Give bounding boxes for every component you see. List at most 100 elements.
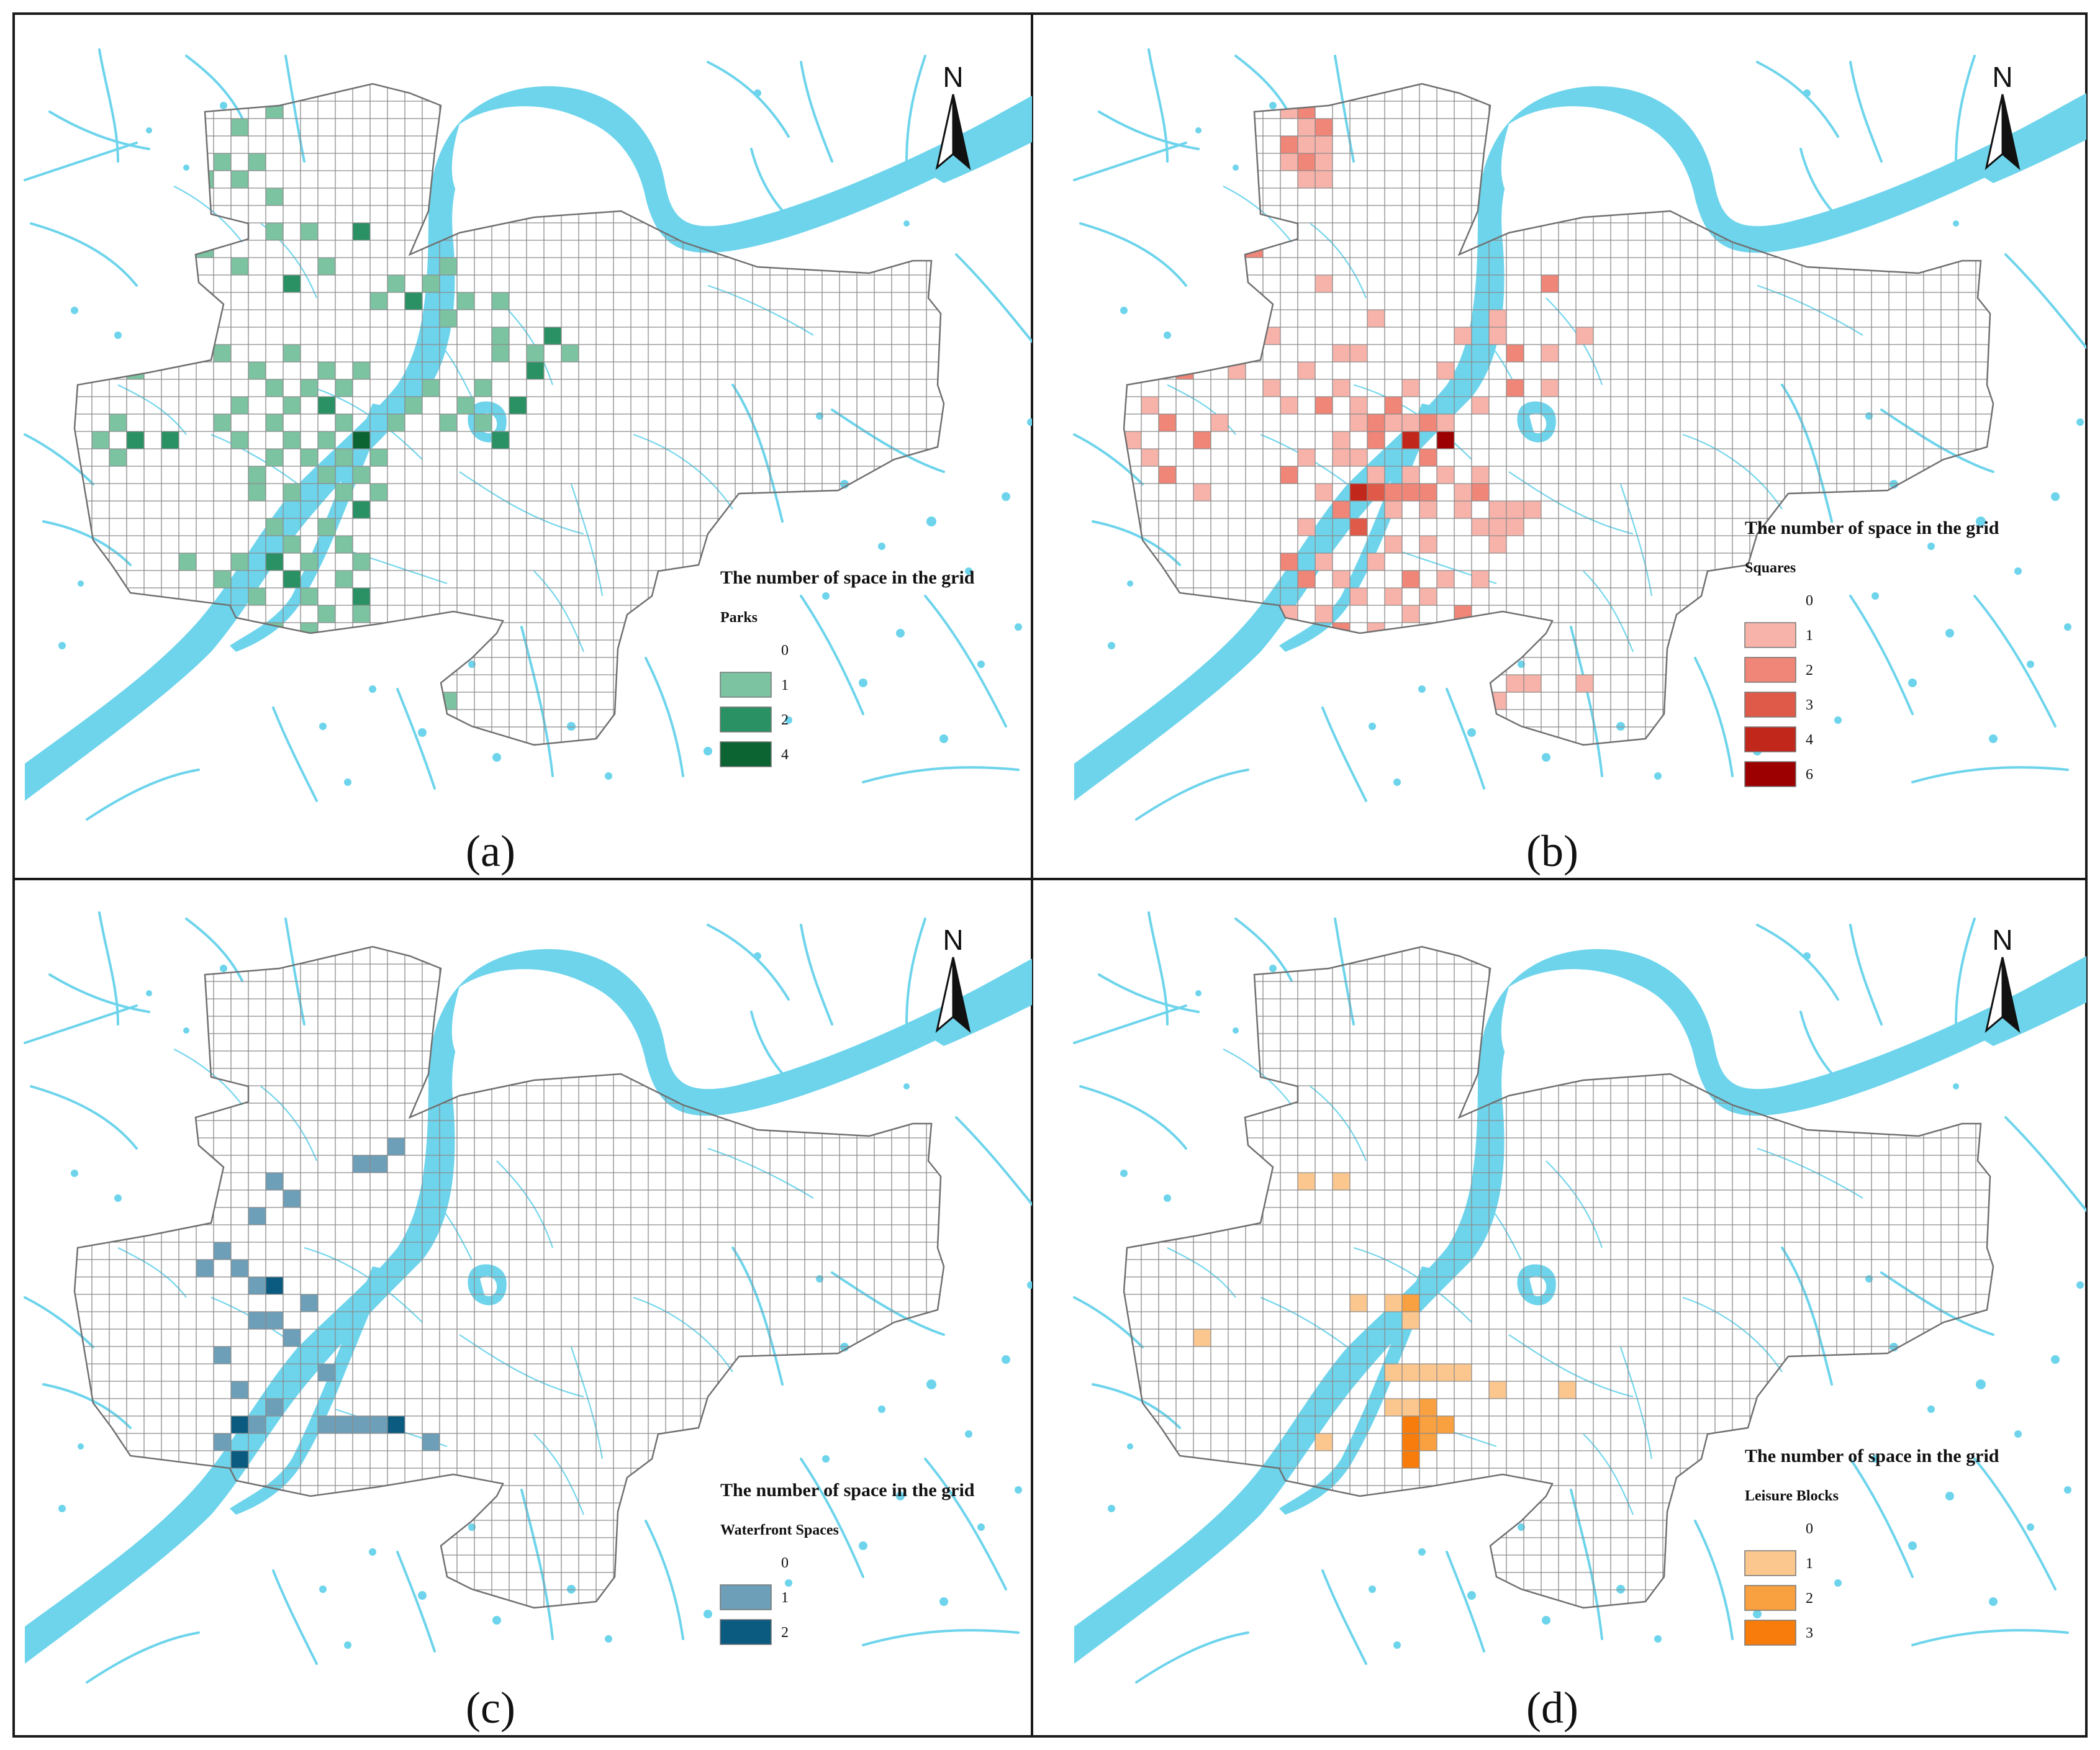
grid-cell-count-1 <box>422 379 440 397</box>
grid-cell-count-1 <box>283 397 301 414</box>
legend-value: 1 <box>1806 1556 1813 1572</box>
grid-cell-count-1 <box>1489 327 1506 345</box>
grid-cell-count-1 <box>1298 136 1315 153</box>
grid-cell-count-1 <box>266 188 283 205</box>
grid-cell-count-1 <box>1472 466 1489 484</box>
grid-cell-count-1 <box>318 1416 335 1433</box>
map-a <box>24 48 1032 821</box>
grid-cell-count-1 <box>1298 1173 1315 1190</box>
grid-cell-count-1 <box>266 101 283 119</box>
grid-cell-count-1 <box>1489 744 1506 745</box>
grid-cell-count-1 <box>387 710 405 727</box>
legend-value: 2 <box>781 712 789 728</box>
grid-cell-count-1 <box>335 449 353 466</box>
map-b <box>1073 48 2086 821</box>
grid-cell-count-1 <box>422 1433 440 1451</box>
legend-swatch <box>1744 761 1796 787</box>
grid-cell-count-2 <box>283 275 301 292</box>
grid-cell-count-1 <box>1437 414 1454 431</box>
legend-value: 0 <box>781 643 789 659</box>
grid-cell-count-1 <box>1385 536 1402 553</box>
grid-cell-count-1 <box>161 605 179 623</box>
grid-cell-count-1 <box>248 362 266 379</box>
north-arrow-icon: N <box>935 924 971 1034</box>
grid-cell-count-1 <box>1280 397 1298 414</box>
grid-cell-count-2 <box>1454 605 1472 623</box>
water-basemap <box>1073 911 2086 1684</box>
legend-d: The number of space in the grid Leisure B… <box>1744 1446 1999 1646</box>
grid-cell-count-1 <box>301 588 318 605</box>
grid-cell-count-1 <box>440 414 457 431</box>
grid-cell-count-2 <box>1315 397 1333 414</box>
grid-cell-count-1 <box>231 1381 248 1399</box>
grid-cell-count-1 <box>1333 431 1350 449</box>
grid-cell-count-2 <box>1159 466 1176 484</box>
grid-cell-count-1 <box>144 327 161 345</box>
grid-cell-count-2 <box>1402 1294 1419 1312</box>
grid-cell-count-1 <box>1576 327 1593 345</box>
grid-cell-count-1 <box>1419 536 1437 553</box>
grid-cell-count-1 <box>266 1312 283 1329</box>
grid-cell-count-1 <box>387 275 405 292</box>
grid-cell-count-1 <box>1315 171 1333 188</box>
grid-cell-count-1 <box>92 431 109 449</box>
north-label: N <box>1992 924 2012 956</box>
grid-cell-count-4 <box>1350 484 1367 501</box>
grid-cell-count-1 <box>353 1155 370 1173</box>
grid-cell-count-1 <box>214 1242 231 1260</box>
grid-cell-count-1 <box>283 640 301 657</box>
grid-cell-count-1 <box>1315 1433 1333 1451</box>
grid-cell-count-1 <box>1506 675 1524 692</box>
grid-cell-count-2 <box>1385 484 1402 501</box>
grid-cell-count-1 <box>370 484 387 501</box>
grid-cell-count-1 <box>1315 484 1333 501</box>
grid-cell-count-3 <box>1367 484 1385 501</box>
grid-cell-count-1 <box>1298 362 1315 379</box>
grid-cell-count-1 <box>1333 345 1350 362</box>
grid-cell-count-2 <box>1419 1416 1437 1433</box>
legend-swatch <box>1744 622 1796 648</box>
grid-cell-count-1 <box>1489 692 1506 710</box>
water-basemap <box>24 911 1032 1684</box>
legend-value: 0 <box>1806 1521 1813 1537</box>
grid-cell-count-2 <box>266 1277 283 1294</box>
legend-category: Leisure Blocks <box>1745 1488 1839 1504</box>
grid-cell-count-1 <box>1333 379 1350 397</box>
legend-swatch <box>1744 1550 1796 1576</box>
grid-cell-count-1 <box>335 1416 353 1433</box>
legend-swatch <box>1744 692 1796 718</box>
grid-cell-count-1 <box>266 449 283 466</box>
grid-cell-count-2 <box>405 292 422 310</box>
grid-cell-count-1 <box>387 414 405 431</box>
grid-cell-count-1 <box>1402 466 1419 484</box>
grid-cell-count-1 <box>1333 449 1350 466</box>
grid-cell-count-1 <box>1350 414 1367 431</box>
grid-cell-count-1 <box>266 379 283 397</box>
legend-b: The number of space in the grid Squares 0 1… <box>1744 518 1999 787</box>
grid-cell-count-1 <box>266 1173 283 1190</box>
grid-cell-count-1 <box>353 466 370 484</box>
grid-cell-count-1 <box>335 1520 353 1538</box>
legend-value: 3 <box>1806 697 1813 713</box>
grid-cell-count-1 <box>248 1416 266 1433</box>
grid-cell-count-2 <box>1541 275 1559 292</box>
grid-cell-count-1 <box>370 292 387 310</box>
legend-value: 2 <box>781 1625 789 1641</box>
legend-swatch <box>1744 1585 1796 1611</box>
grid-cell-count-1 <box>1350 345 1367 362</box>
legend-swatch <box>1744 1620 1796 1646</box>
panel-caption-c: (c) <box>466 1683 515 1733</box>
grid-cell-count-1 <box>353 779 370 796</box>
grid-cell-count-1 <box>335 762 353 779</box>
grid-cell-count-1 <box>318 605 335 623</box>
grid-cell-count-1 <box>1350 397 1367 414</box>
grid-cell-count-1 <box>231 553 248 571</box>
grid-cell-count-1 <box>214 1346 231 1364</box>
grid-cell-count-2 <box>353 588 370 605</box>
grid-cell-count-2 <box>1506 345 1524 362</box>
grid-cell-count-1 <box>109 449 127 466</box>
grid-cell-count-1 <box>318 518 335 536</box>
grid-cell-count-1 <box>1211 414 1228 431</box>
legend-value: 6 <box>1806 767 1813 783</box>
grid-cell-count-1 <box>1454 501 1472 518</box>
